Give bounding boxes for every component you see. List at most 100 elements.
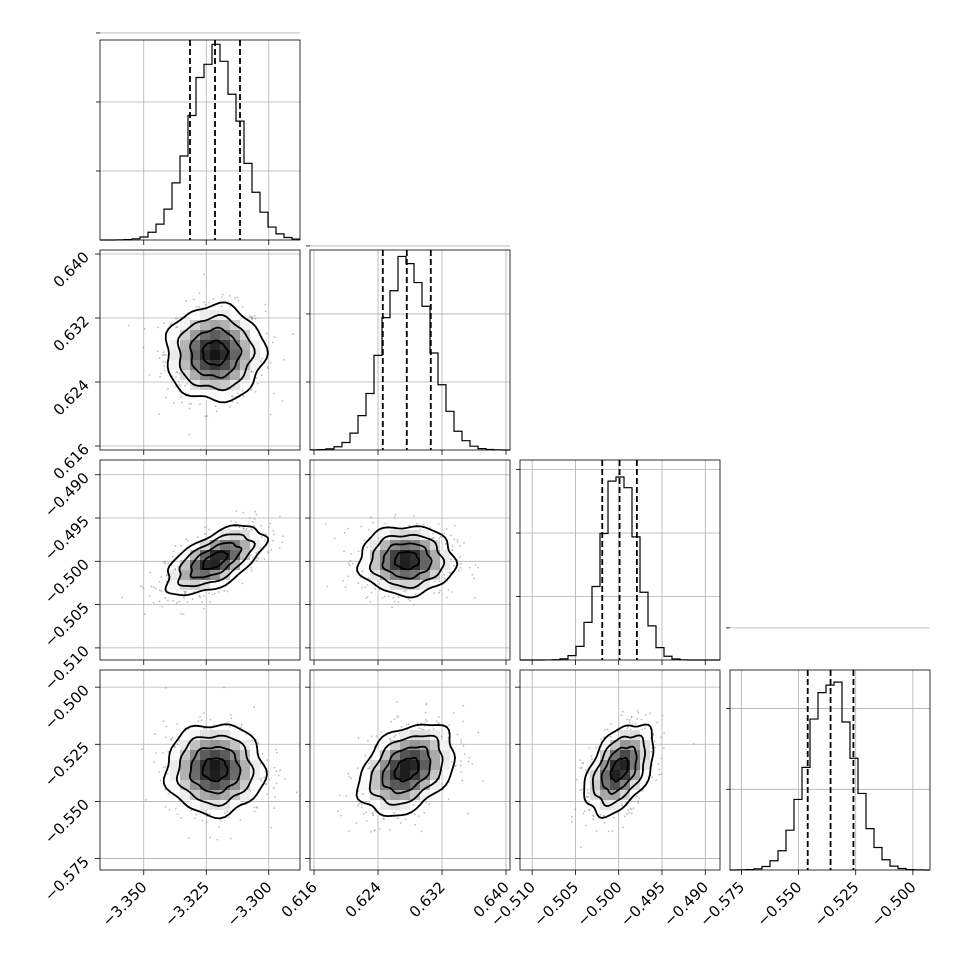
scatter-point	[651, 776, 654, 779]
scatter-point	[388, 829, 391, 831]
density-cell	[180, 320, 190, 330]
scatter-point	[162, 351, 165, 354]
scatter-point	[600, 738, 602, 740]
scatter-point	[266, 793, 269, 796]
scatter-point	[198, 292, 201, 295]
scatter-point	[203, 301, 205, 304]
contour-level	[201, 757, 229, 783]
scatter-point	[588, 747, 591, 750]
scatter-point	[438, 580, 441, 583]
scatter-point	[357, 737, 360, 740]
scatter-point	[160, 590, 163, 593]
scatter-point	[610, 723, 612, 726]
density-cell	[410, 750, 420, 760]
contour-level	[368, 533, 446, 590]
x-tick-label: −0.550	[753, 878, 805, 930]
scatter-point	[400, 821, 402, 824]
density-cell	[230, 550, 240, 560]
scatter-point	[655, 779, 658, 782]
scatter-point	[649, 712, 652, 715]
density-cell	[420, 730, 430, 740]
scatter-point	[175, 376, 177, 378]
scatter-point	[162, 354, 164, 357]
scatter-point	[587, 792, 589, 794]
scatter-point	[591, 758, 593, 760]
scatter-point	[265, 783, 268, 786]
scatter-point	[239, 819, 242, 822]
scatter-point	[230, 717, 233, 719]
scatter-point	[636, 709, 639, 712]
y-tick-label: 0.624	[50, 376, 93, 419]
scatter-point	[343, 531, 346, 534]
density-cell	[230, 310, 240, 320]
scatter-point	[236, 392, 239, 395]
scatter-point	[188, 433, 191, 436]
density-cell	[220, 310, 230, 320]
density-cell	[210, 550, 220, 560]
density-cell	[180, 330, 190, 340]
x-tick-label: −0.500	[574, 878, 626, 930]
density-cell	[190, 340, 200, 350]
density-cell	[410, 580, 420, 590]
scatter-point	[253, 524, 255, 527]
scatter-point	[282, 535, 284, 538]
scatter-point	[398, 732, 401, 735]
scatter-point	[186, 601, 189, 603]
density-cell	[430, 570, 440, 580]
density-cell	[410, 570, 420, 580]
density-cell	[170, 570, 180, 580]
scatter-point	[166, 772, 169, 775]
x-tick-label: −3.350	[99, 878, 151, 930]
scatter-point	[148, 595, 151, 598]
scatter-point	[163, 364, 165, 367]
scatter-point	[178, 384, 181, 387]
scatter-point	[348, 775, 351, 778]
scatter-point	[178, 600, 181, 603]
scatter-point	[234, 296, 236, 299]
scatter-point	[259, 524, 262, 527]
panel-frame	[99, 459, 301, 661]
scatter-point	[255, 806, 258, 808]
density-cell	[200, 360, 210, 370]
scatter-point	[273, 336, 276, 339]
scatter-point	[254, 510, 257, 513]
scatter-point	[161, 605, 163, 608]
scatter-point	[182, 596, 185, 599]
density-cell	[420, 790, 430, 800]
scatter-point	[627, 726, 629, 728]
density-cell	[190, 350, 200, 360]
density-cell	[360, 770, 370, 780]
density-cell	[200, 560, 210, 570]
scatter-point	[260, 536, 263, 539]
density-cell	[590, 770, 600, 780]
scatter-point	[357, 550, 360, 553]
scatter-point	[261, 752, 264, 755]
scatter-point	[217, 591, 220, 593]
density-cell	[200, 580, 210, 590]
density-cell	[180, 560, 190, 570]
density-cell	[230, 730, 240, 740]
scatter-point	[590, 755, 593, 758]
histogram-1	[310, 255, 510, 451]
scatter-point	[432, 728, 435, 730]
density-cell	[240, 560, 250, 570]
density-cell	[250, 340, 260, 350]
scatter-point	[226, 590, 229, 593]
scatter-point	[587, 795, 590, 798]
density-cell	[230, 740, 240, 750]
density-cell	[240, 770, 250, 780]
scatter-point	[603, 821, 606, 824]
scatter-point	[162, 766, 165, 769]
density-cell	[240, 350, 250, 360]
scatter-point	[477, 566, 479, 569]
scatter-point	[157, 413, 160, 416]
scatter-point	[209, 718, 212, 721]
scatter-point	[255, 513, 258, 516]
density-cell	[400, 780, 410, 790]
scatter-point	[467, 760, 470, 763]
density-cell	[200, 310, 210, 320]
scatter-point	[413, 813, 416, 816]
scatter-point	[228, 295, 231, 297]
scatter-point	[251, 521, 254, 523]
density-cell	[380, 580, 390, 590]
